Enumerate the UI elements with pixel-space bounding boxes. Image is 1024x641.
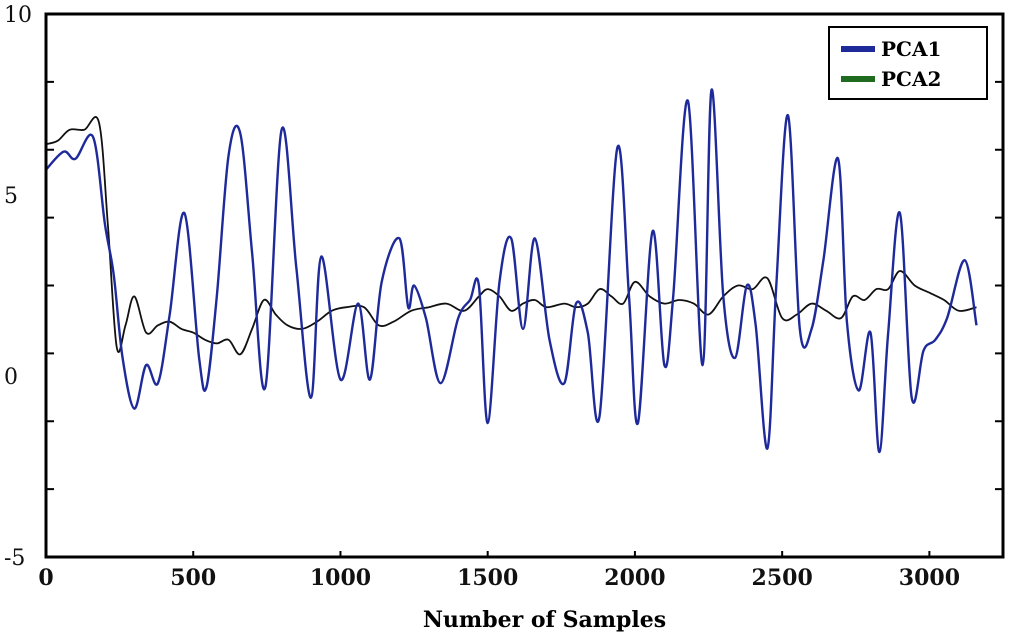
plot-frame: [44, 12, 1005, 559]
x-tick-label: 1000: [310, 565, 371, 591]
y-tick-label: -5: [4, 546, 25, 571]
legend-box: [828, 26, 988, 100]
x-tick-labels: 0 500 1000 1500 2000 2500 3000: [38, 565, 960, 591]
legend: PCA1 PCA2: [828, 26, 988, 100]
x-tick-label: 1500: [457, 565, 518, 591]
x-tick-label: 2500: [752, 565, 813, 591]
series-layer: [45, 88, 978, 454]
legend-label-pca2: PCA2: [881, 67, 941, 91]
x-tick-label: 2000: [604, 565, 665, 591]
y-tick-label: 0: [4, 365, 18, 390]
series-line-pca2: [45, 116, 977, 356]
x-tick-label: 3000: [899, 565, 960, 591]
series-line-pca1: [45, 88, 978, 454]
x-tick-label: 0: [38, 565, 53, 591]
x-tick-label: 500: [170, 565, 216, 591]
y-tick-label: 10: [4, 3, 32, 28]
y-tick-labels: 10 5 0 -5: [4, 3, 32, 571]
x-axis-label: Number of Samples: [423, 607, 666, 633]
y-tick-label: 5: [4, 184, 18, 209]
legend-label-pca1: PCA1: [881, 37, 941, 61]
